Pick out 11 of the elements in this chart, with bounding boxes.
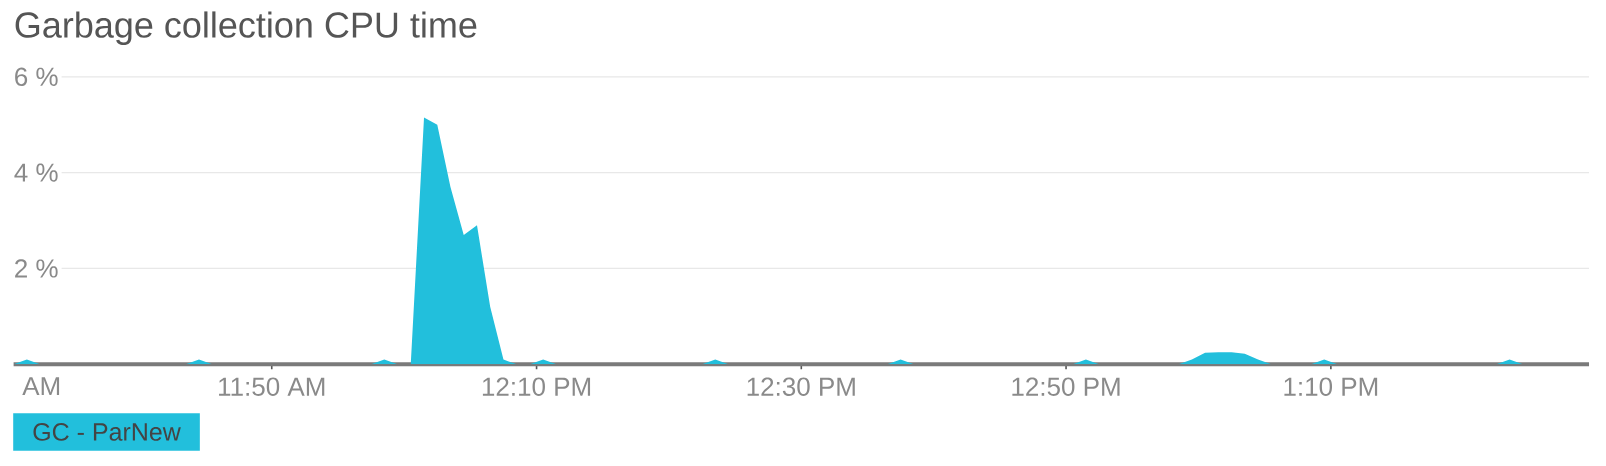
x-tick-label: 12:50 PM bbox=[1012, 377, 1120, 396]
text: GC - ParNew bbox=[33, 423, 181, 441]
y-tick-label: 6 % bbox=[15, 67, 58, 86]
y-tick-label: 2 % bbox=[15, 259, 58, 278]
x-tick-label: 1:10 PM bbox=[1284, 377, 1378, 396]
x-tick-label: 12:10 PM bbox=[482, 377, 591, 396]
x-tick-label: 12:30 PM bbox=[747, 377, 855, 396]
x-tick-label: 11:50 AM bbox=[219, 377, 325, 396]
chart-title: Garbage collection CPU time bbox=[15, 11, 477, 45]
y-tick-label: 4 % bbox=[14, 163, 58, 182]
text: AM bbox=[22, 377, 60, 396]
